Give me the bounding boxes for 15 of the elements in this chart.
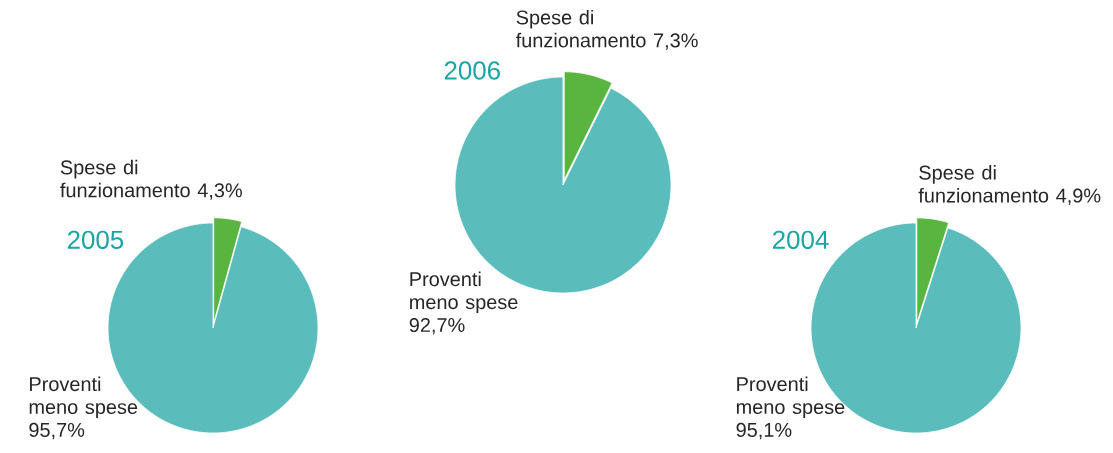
data-label: 95,7% — [29, 422, 85, 440]
slice-label: Spese di funzionamento — [918, 165, 1049, 203]
data-label: 4,3% — [197, 183, 242, 200]
data-label: 95,1% — [736, 422, 792, 440]
slice-label: Spese di funzionamento — [515, 9, 646, 48]
text: 2006 — [444, 61, 500, 80]
slice-label: Proventi meno spese — [736, 376, 845, 418]
text: 2004 — [772, 230, 829, 249]
slice-label: Proventi meno spese — [410, 271, 518, 314]
slice-label: Spese di funzionamento — [60, 159, 190, 198]
data-label: 92,7% — [409, 317, 465, 335]
data-label: 4,9% — [1056, 188, 1101, 205]
text: 2005 — [67, 230, 124, 249]
slice-label: Proventi meno spese — [29, 376, 138, 418]
data-label: 7,3% — [654, 33, 698, 50]
